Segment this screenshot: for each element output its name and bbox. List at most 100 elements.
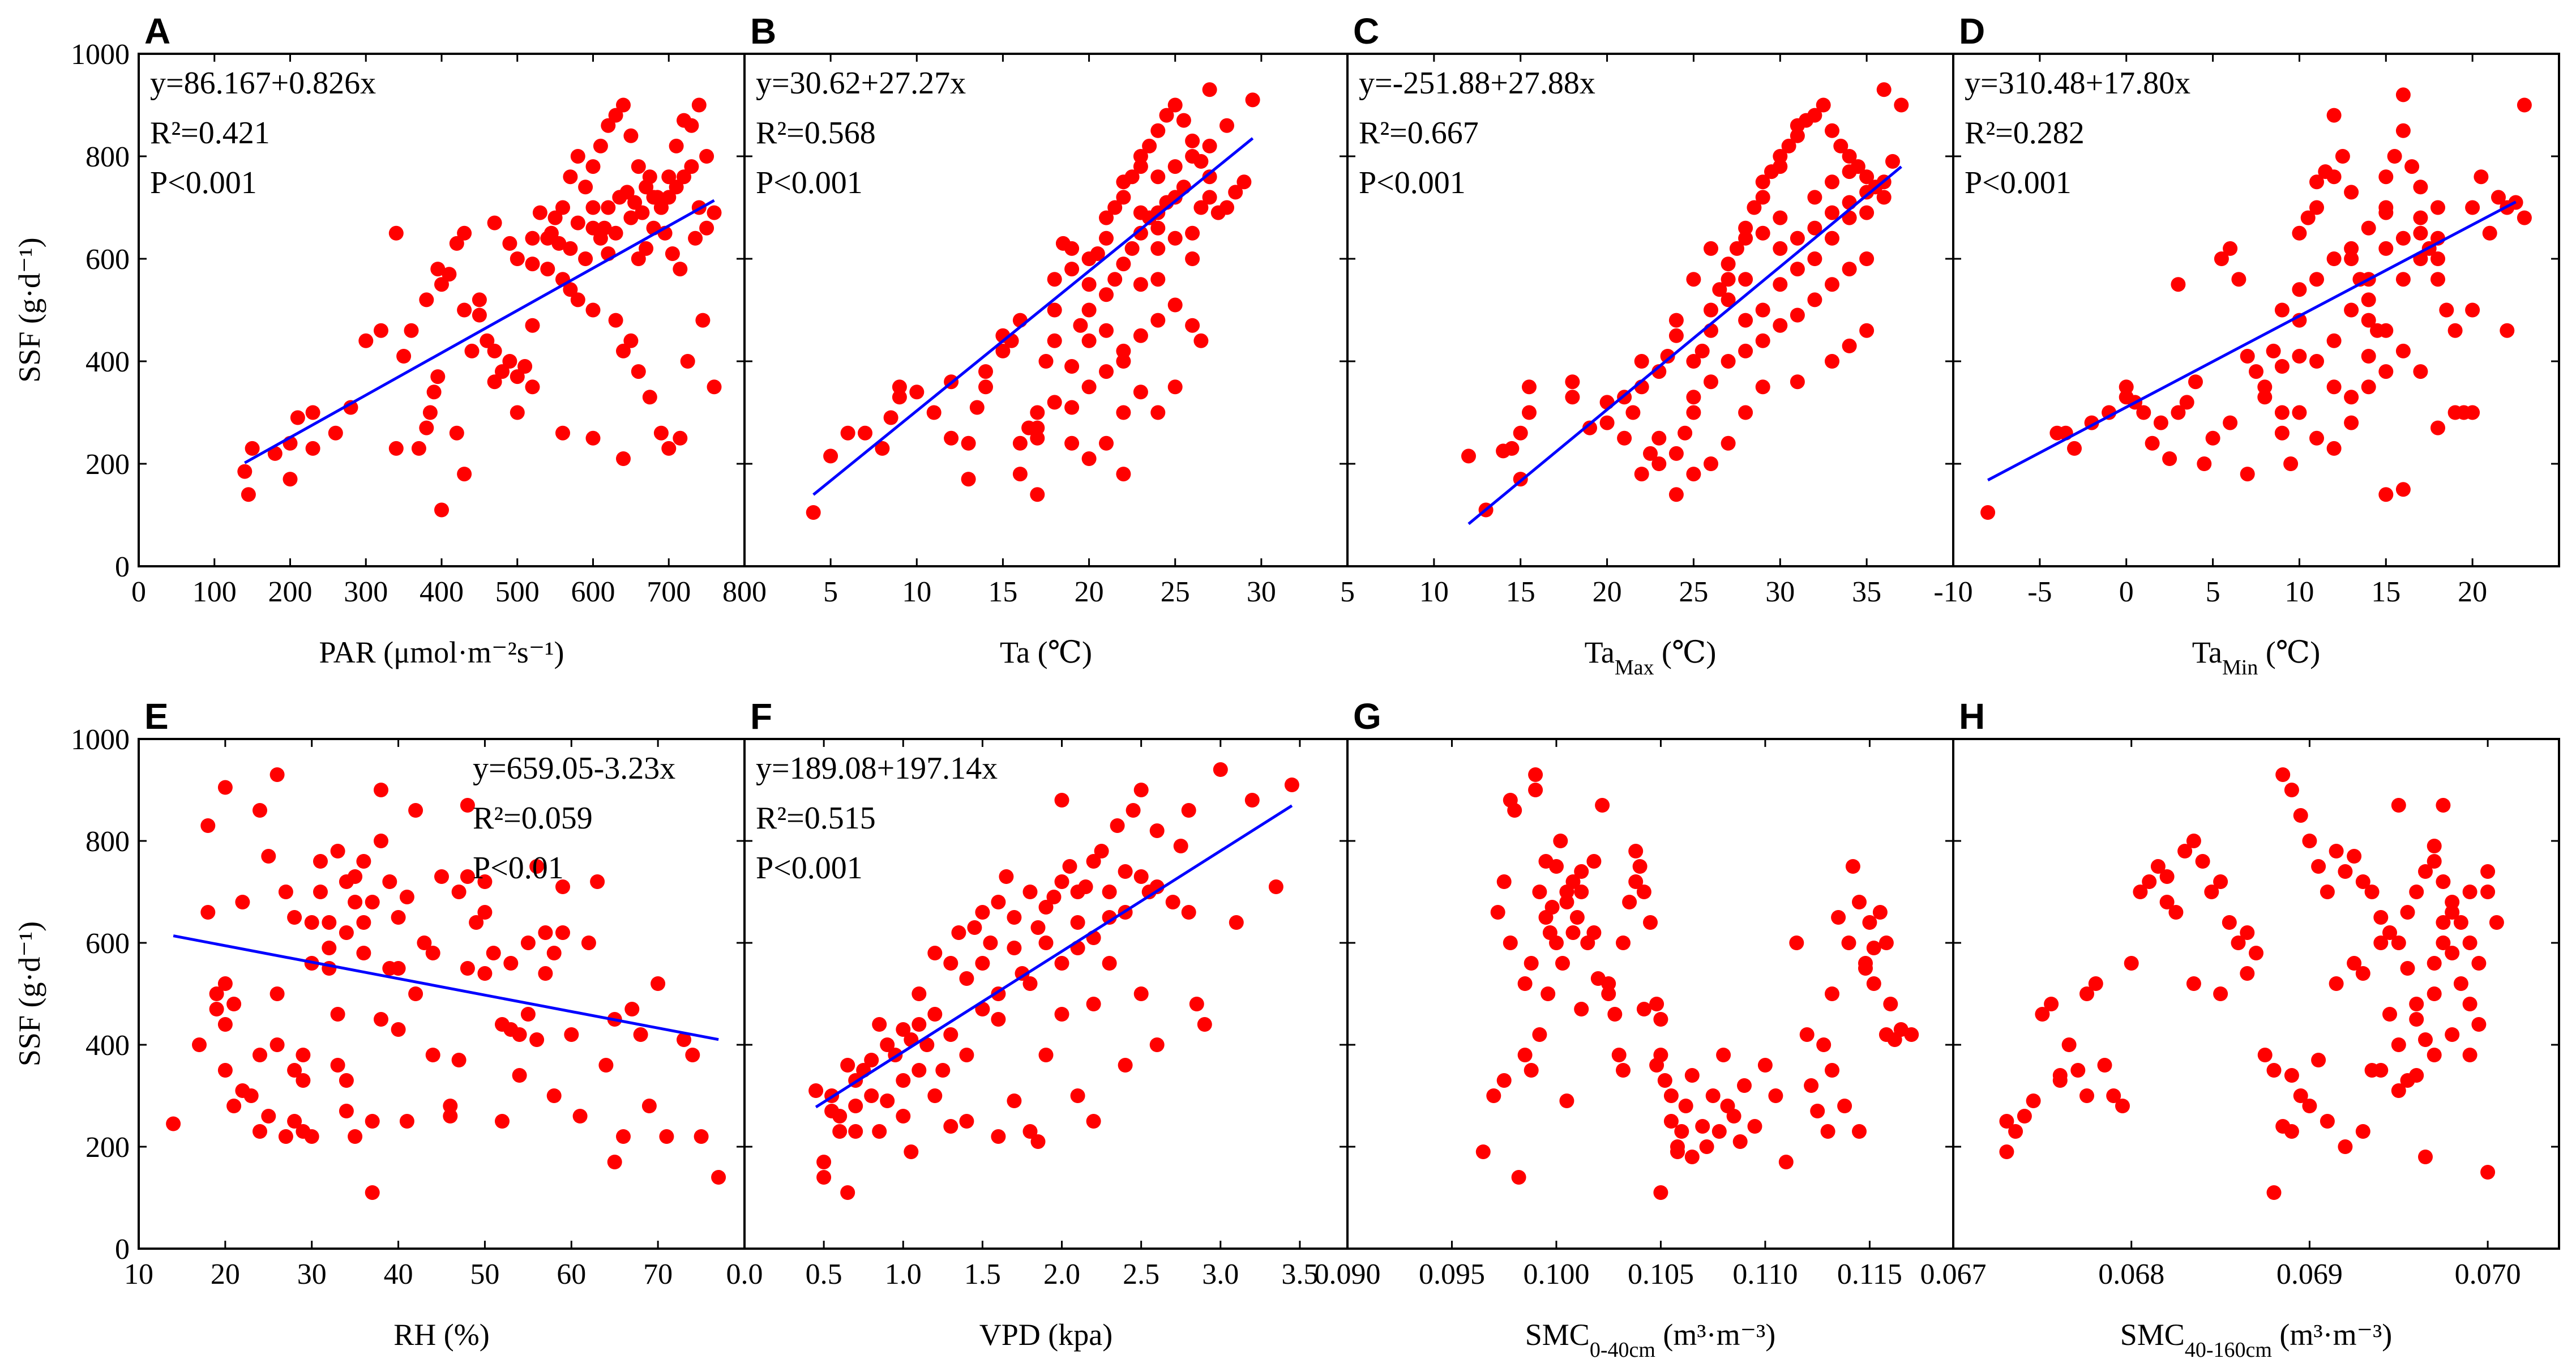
data-point <box>607 1155 622 1169</box>
equation-line-2: R²=0.059 <box>473 801 593 836</box>
equation-line-2: R²=0.421 <box>150 116 270 151</box>
data-point <box>1064 262 1080 277</box>
data-point <box>330 1007 345 1022</box>
data-point <box>1720 1099 1735 1113</box>
data-point <box>451 1053 467 1067</box>
data-point <box>1099 230 1114 246</box>
data-point <box>1046 890 1062 904</box>
data-point <box>2119 379 2134 395</box>
data-point <box>1142 138 1157 153</box>
data-point <box>1820 1124 1835 1139</box>
data-point <box>1167 297 1183 313</box>
data-point <box>328 425 343 441</box>
data-point <box>2070 1063 2086 1078</box>
data-point <box>1532 885 1547 899</box>
data-point <box>1842 195 1857 210</box>
data-point <box>1150 313 1166 328</box>
data-point <box>245 441 260 456</box>
x-tick-label: -10 <box>1933 576 1972 608</box>
data-point <box>806 505 821 520</box>
data-point <box>2153 415 2168 430</box>
data-point <box>460 798 475 813</box>
data-point <box>287 910 302 925</box>
data-point <box>623 128 639 143</box>
data-point <box>1616 1063 1631 1078</box>
x-tick-label: 15 <box>988 576 1017 608</box>
data-point <box>707 379 722 395</box>
data-point <box>434 502 449 518</box>
data-point <box>365 895 380 909</box>
data-point <box>2427 854 2442 869</box>
data-point <box>313 885 328 899</box>
data-point <box>619 185 635 200</box>
data-point <box>1118 1058 1133 1073</box>
panel-letter: H <box>1959 696 1985 737</box>
data-point <box>2445 905 2460 920</box>
data-point <box>1866 941 1881 955</box>
data-point <box>684 118 699 133</box>
data-point <box>1878 1027 1894 1042</box>
regression-line <box>815 804 1293 1109</box>
data-point <box>2491 190 2506 205</box>
data-point <box>943 956 958 971</box>
data-point <box>2309 174 2324 190</box>
data-point <box>2329 976 2344 991</box>
data-point <box>967 920 982 935</box>
data-point <box>443 1099 458 1113</box>
data-point <box>1181 803 1196 818</box>
data-point <box>1007 941 1022 955</box>
data-point <box>253 1124 267 1139</box>
x-tick-label: 0.0 <box>726 1258 763 1291</box>
data-point <box>538 966 553 981</box>
data-point <box>1245 92 1260 108</box>
data-point <box>563 169 578 185</box>
data-point <box>864 1088 879 1103</box>
data-point <box>935 1063 951 1078</box>
data-point <box>237 464 253 479</box>
data-point <box>1150 405 1166 420</box>
data-point <box>1099 323 1114 338</box>
data-point <box>1738 343 1753 358</box>
data-point <box>1081 277 1097 292</box>
x-axis-title: TaMax (℃) <box>1585 635 1717 680</box>
data-point <box>296 1048 311 1062</box>
data-point <box>1102 885 1117 899</box>
data-point <box>1210 205 1226 220</box>
data-point <box>287 1063 302 1078</box>
data-point <box>2378 323 2394 338</box>
data-point <box>880 1037 895 1052</box>
data-point <box>2274 425 2290 441</box>
data-point <box>1185 318 1200 333</box>
data-point <box>1202 138 1217 153</box>
plot-frame <box>1346 738 1954 1250</box>
y-tick-label: 1000 <box>71 724 130 756</box>
data-point <box>356 915 371 930</box>
data-point <box>661 169 677 185</box>
data-point <box>1181 905 1196 920</box>
data-point <box>585 159 601 174</box>
panel-letter: A <box>144 11 170 52</box>
data-point <box>563 282 578 297</box>
data-point <box>578 180 593 195</box>
data-point <box>909 385 925 400</box>
data-point <box>1999 1144 2014 1159</box>
data-point <box>2480 885 2496 899</box>
data-point <box>1565 925 1581 940</box>
data-point <box>1678 425 1693 441</box>
data-point <box>1507 803 1522 818</box>
data-point <box>235 895 250 909</box>
equation-line-3: P<0.01 <box>473 851 564 886</box>
data-point <box>2364 885 2380 899</box>
data-point <box>2395 87 2411 102</box>
data-point <box>661 190 677 205</box>
data-point <box>2213 874 2228 889</box>
data-point <box>1859 205 1875 220</box>
data-point <box>2361 313 2376 328</box>
data-point <box>1842 338 1857 353</box>
data-point <box>425 946 440 960</box>
x-axis-title: PAR (μmol·m⁻²s⁻¹) <box>319 635 564 669</box>
data-point <box>520 935 536 950</box>
data-point <box>1894 97 1909 113</box>
data-point <box>2480 1165 2496 1180</box>
